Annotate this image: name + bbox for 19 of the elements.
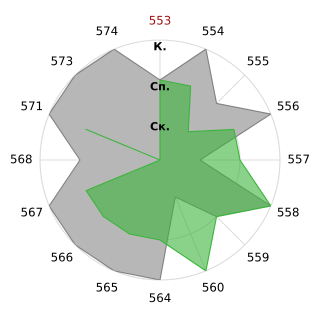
spoke-label: 560: [202, 282, 224, 292]
spoke-label: 571: [21, 102, 42, 110]
spoke-label: 555: [248, 56, 268, 66]
spoke-label: 553: [150, 16, 170, 25]
spoke-label: 574: [96, 26, 118, 36]
spoke-label: 559: [248, 252, 269, 262]
spoke-label: 566: [52, 252, 72, 262]
spoke-label: 567: [21, 208, 42, 217]
y-tick-label: К.: [154, 42, 166, 50]
spoke-label: 556: [278, 101, 299, 110]
spoke-label: 554: [202, 26, 224, 36]
spoke-label: 565: [96, 282, 118, 292]
spoke-label: 558: [278, 208, 299, 217]
spoke-label: 557: [288, 154, 310, 164]
spoke-label: 568: [10, 154, 32, 164]
spoke-label: 564: [150, 293, 171, 302]
spoke-label: 573: [52, 56, 72, 66]
y-tick-label: Сп.: [150, 82, 169, 90]
y-tick-label: Ск.: [150, 122, 169, 130]
